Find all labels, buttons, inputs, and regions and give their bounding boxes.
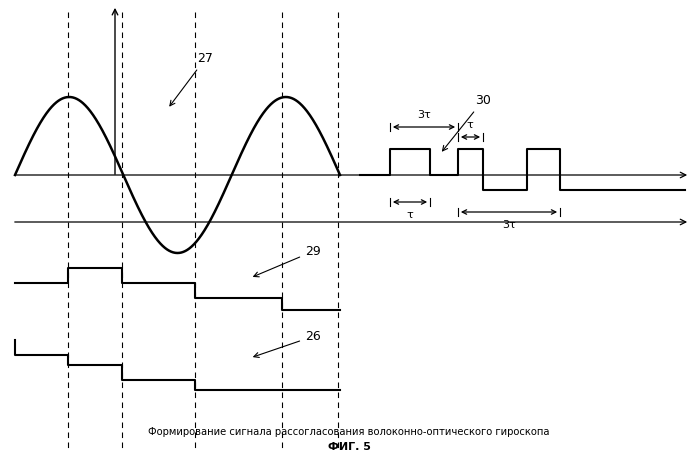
Text: 30: 30	[442, 94, 491, 151]
Text: 26: 26	[254, 330, 321, 357]
Text: ФИГ. 5: ФИГ. 5	[328, 442, 370, 452]
Text: τ: τ	[467, 120, 473, 130]
Text: 3τ: 3τ	[502, 220, 516, 230]
Text: 27: 27	[170, 52, 213, 106]
Text: 29: 29	[254, 245, 321, 277]
Text: Формирование сигнала рассогласования волоконно-оптического гироскопа: Формирование сигнала рассогласования вол…	[148, 427, 549, 437]
Text: 3τ: 3τ	[417, 110, 431, 120]
Text: τ: τ	[407, 210, 413, 220]
